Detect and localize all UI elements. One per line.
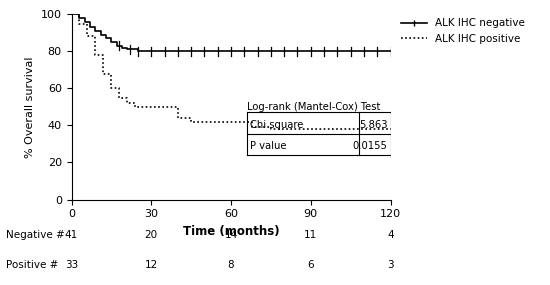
Text: P value: P value [250,141,287,151]
X-axis label: Time (months): Time (months) [183,225,279,238]
Point [70,197,76,201]
Text: 12: 12 [145,260,158,270]
Text: 8: 8 [228,260,234,270]
Text: 5.863: 5.863 [359,120,387,130]
Text: Positive #: Positive # [6,260,58,270]
Point [70,197,76,201]
Point [71,197,78,201]
Text: 6: 6 [307,260,314,270]
Text: 33: 33 [65,260,78,270]
Text: 20: 20 [145,230,158,240]
Point [70,197,76,200]
Point [70,197,76,201]
Point [71,197,78,201]
Text: 41: 41 [65,230,78,240]
Point [70,197,77,201]
Point [70,197,77,200]
Text: Negative #: Negative # [6,230,64,240]
Point [71,197,78,201]
Text: Chi square: Chi square [250,120,304,130]
Point [70,197,76,200]
Text: 4: 4 [387,230,394,240]
Text: 0.0155: 0.0155 [353,141,387,151]
Text: 11: 11 [304,230,317,240]
Point [71,197,78,200]
Legend: ALK IHC negative, ALK IHC positive: ALK IHC negative, ALK IHC positive [397,14,530,48]
Text: 14: 14 [224,230,238,240]
Text: 3: 3 [387,260,394,270]
Point [71,197,78,200]
Text: Log-rank (Mantel-Cox) Test: Log-rank (Mantel-Cox) Test [247,101,381,111]
Y-axis label: % Overall survival: % Overall survival [25,56,35,158]
